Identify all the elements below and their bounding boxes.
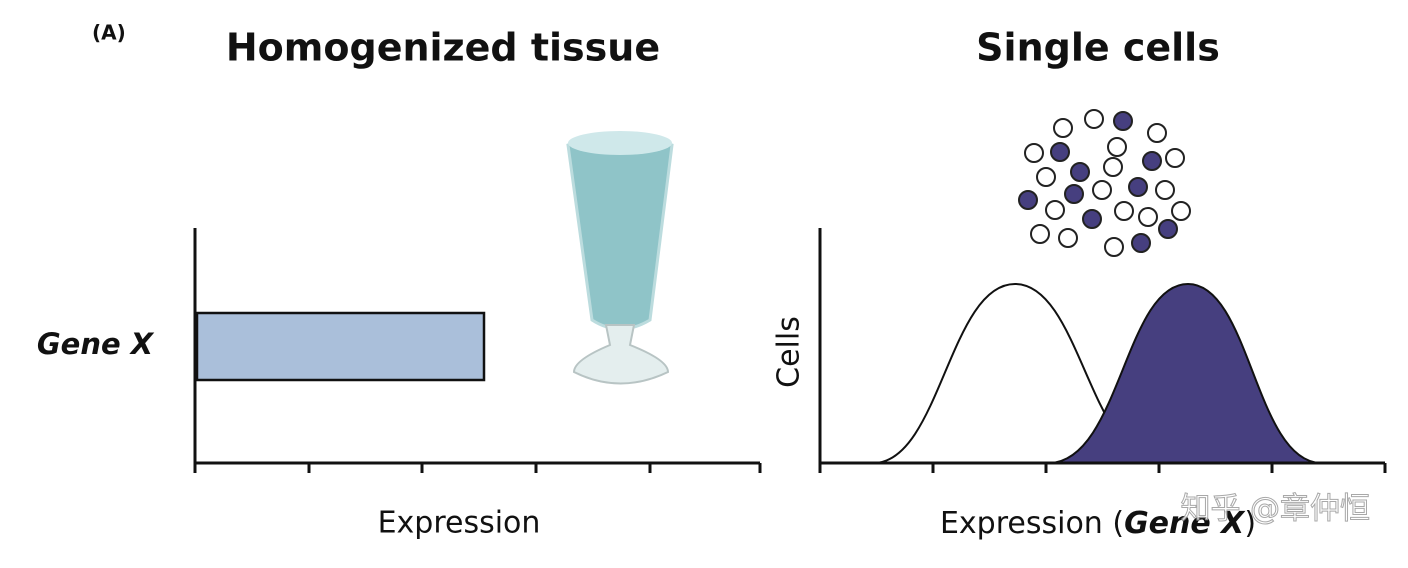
watermark: 知乎 @章仲恒: [1180, 492, 1370, 527]
bar-chart: Gene X Expression: [37, 228, 762, 541]
x-axis-label: Expression: [378, 506, 541, 541]
x-label-text: Expression (: [940, 506, 1124, 541]
bar: [195, 311, 486, 382]
panel-title: Homogenized tissue: [226, 26, 660, 70]
x-axis-label: Expression (Gene X): [940, 506, 1256, 541]
curve-high: [1049, 282, 1321, 464]
tick-marks: [193, 463, 762, 473]
row-label: Gene X: [37, 327, 155, 361]
tick-marks: [818, 463, 1387, 473]
y-axis-label: Cells: [772, 316, 807, 388]
glass-icon: [566, 131, 674, 385]
distribution-chart: Cells Expression (Gene X): [772, 228, 1387, 541]
panel-label: (A): [92, 21, 126, 45]
x-label-close: ): [1244, 506, 1256, 541]
x-label-gene: Gene X: [1124, 506, 1246, 541]
cells-icon: [1018, 109, 1191, 257]
panel-title: Single cells: [976, 26, 1220, 70]
